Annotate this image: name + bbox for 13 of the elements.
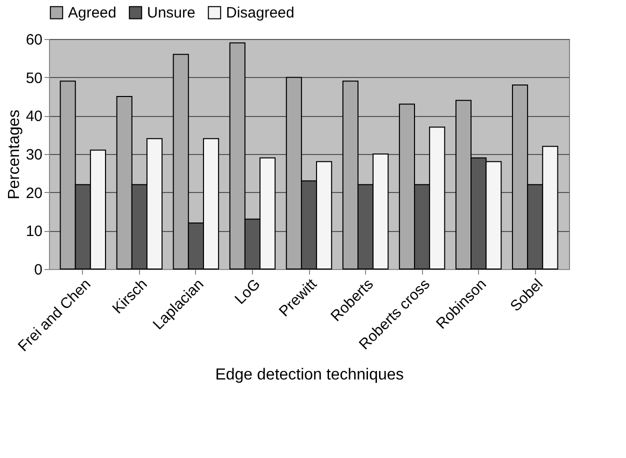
y-tick-label: 10 xyxy=(26,223,42,240)
legend-label: Agreed xyxy=(68,4,116,22)
y-tick-label: 60 xyxy=(26,32,42,48)
y-tick-label: 30 xyxy=(26,146,42,164)
x-tick-label: LoG xyxy=(232,276,264,308)
y-tick-label: 40 xyxy=(26,108,42,126)
legend-label: Unsure xyxy=(147,4,196,22)
y-tick-label: 0 xyxy=(34,262,42,278)
y-tick-label: 20 xyxy=(26,184,42,202)
y-tick-label: 50 xyxy=(26,70,42,87)
legend-label: Disagreed xyxy=(226,4,294,22)
y-axis-title: Percentages xyxy=(6,110,23,200)
x-axis-title: Edge detection techniques xyxy=(215,366,404,384)
